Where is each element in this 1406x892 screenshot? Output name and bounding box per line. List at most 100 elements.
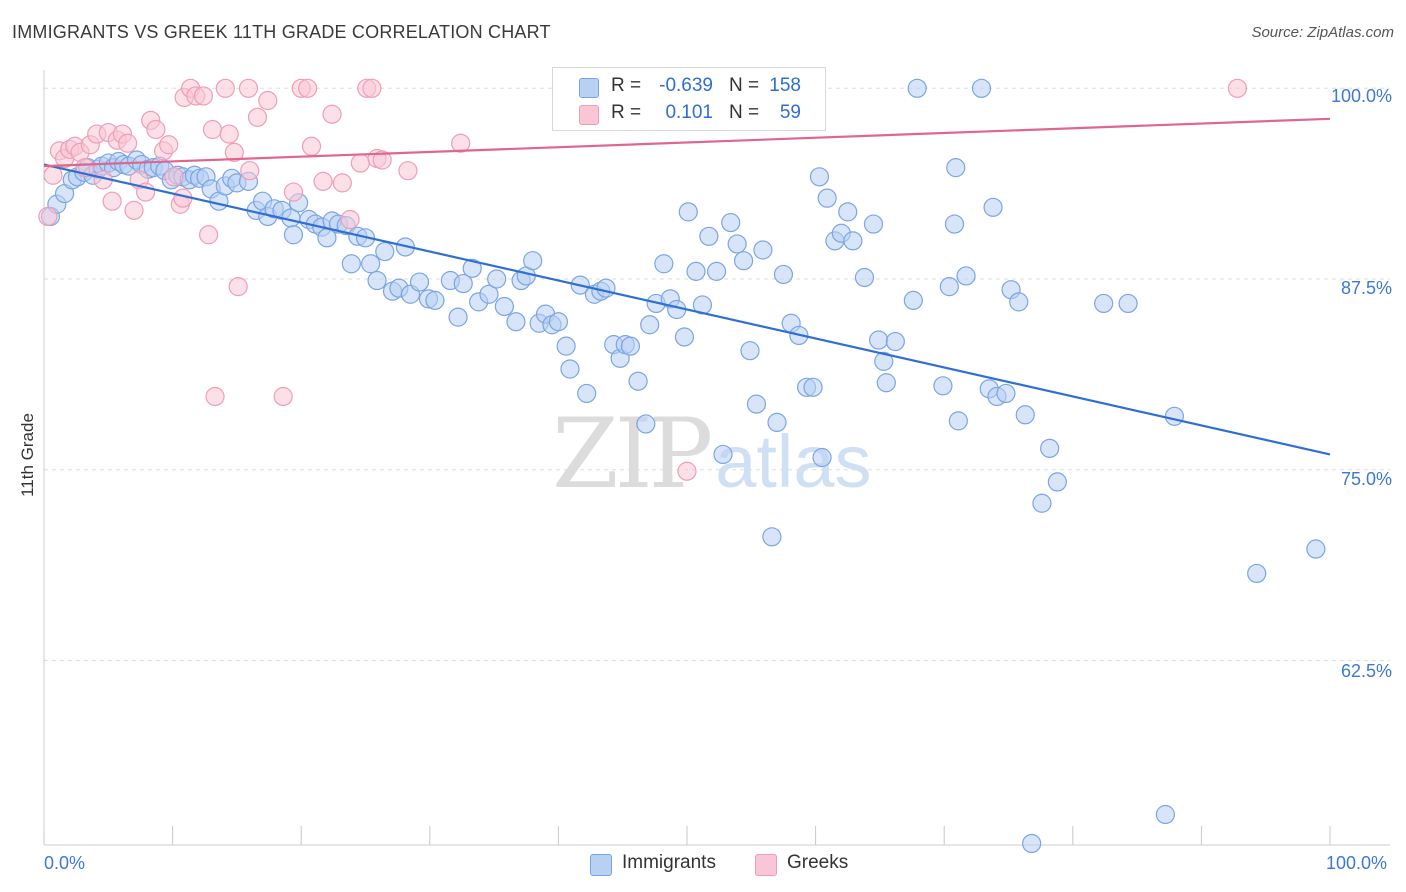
immigrants-point — [838, 202, 858, 222]
watermark: ZIPatlas — [552, 398, 872, 510]
immigrants-point — [817, 188, 837, 208]
greeks-point — [205, 386, 225, 407]
immigrants-point — [944, 214, 965, 234]
r-label: R = — [611, 75, 642, 96]
immigrants-point — [548, 312, 569, 332]
greeks-point — [258, 90, 278, 111]
immigrants-point — [448, 307, 468, 327]
immigrants-point — [699, 226, 719, 246]
greeks-point — [322, 104, 342, 124]
n-label: N = — [729, 102, 760, 123]
immigrants-legend-swatch — [590, 854, 612, 876]
greeks-point — [124, 200, 144, 220]
immigrants-point — [636, 414, 656, 434]
greeks-point — [362, 78, 382, 98]
immigrants-point — [740, 341, 760, 361]
immigrants-point — [854, 267, 875, 288]
watermark-atlas: atlas — [715, 420, 872, 503]
greeks-point — [240, 161, 260, 181]
immigrants-point — [1118, 293, 1138, 314]
immigrants-point — [640, 315, 660, 335]
n-label: N = — [729, 75, 760, 96]
greeks-point — [224, 142, 244, 162]
greeks-point — [193, 86, 214, 106]
immigrants-point — [996, 383, 1016, 404]
greeks-point — [313, 171, 333, 191]
immigrants-point — [1040, 438, 1060, 458]
immigrants-point — [560, 359, 580, 379]
immigrants-point — [361, 254, 381, 274]
greeks-point — [102, 191, 122, 211]
immigrants-point — [948, 411, 968, 431]
immigrants-point — [1032, 493, 1052, 513]
immigrants-point — [1164, 406, 1184, 426]
immigrants-trend-line — [43, 163, 1331, 456]
greeks-point — [283, 182, 304, 202]
immigrants-point — [773, 264, 794, 285]
greeks-swatch — [579, 105, 599, 125]
greeks-point — [215, 78, 235, 98]
immigrants-point — [596, 278, 616, 298]
greeks-legend-swatch — [755, 854, 777, 876]
immigrants-point — [762, 527, 782, 547]
immigrants-point — [487, 269, 507, 289]
immigrants-point — [686, 261, 706, 281]
x-axis-max-label: 100.0% — [1326, 853, 1388, 873]
y-tick-label: 75.0% — [1340, 469, 1392, 489]
immigrants-point — [983, 197, 1003, 217]
immigrants-point — [939, 277, 959, 297]
immigrants-point — [746, 394, 767, 414]
immigrants-point — [767, 412, 787, 433]
immigrants-point — [556, 336, 576, 356]
greeks-point — [677, 461, 697, 481]
r-value: -0.639 — [659, 75, 713, 96]
greeks-point — [199, 225, 219, 245]
greeks-point — [398, 161, 418, 181]
immigrants-point — [1094, 293, 1114, 314]
immigrants-point — [479, 284, 499, 304]
greeks-legend-label: Greeks — [787, 852, 849, 873]
immigrants-point — [721, 212, 741, 233]
immigrants-point — [1015, 405, 1035, 425]
immigrants-point — [628, 371, 648, 391]
greeks-trend-line — [43, 117, 1331, 168]
immigrants-point — [874, 351, 894, 371]
immigrants-point — [674, 327, 695, 347]
source-credit: Source: ZipAtlas.com — [1251, 24, 1394, 41]
y-tick-label: 62.5% — [1340, 661, 1392, 681]
immigrants-point — [812, 447, 832, 468]
greeks-point — [117, 133, 138, 153]
immigrants-point — [885, 331, 905, 352]
greeks-point — [202, 119, 223, 140]
immigrants-point — [375, 241, 395, 262]
immigrants-point — [876, 373, 896, 393]
greeks-point — [332, 173, 352, 193]
correlation-legend: R = -0.639 N = 158 R = 0.101 N = 59 — [552, 67, 826, 131]
greeks-point — [159, 135, 179, 155]
immigrants-point — [425, 290, 445, 310]
immigrants-point — [1247, 563, 1267, 584]
legend-row-immigrants: R = -0.639 N = 158 — [553, 73, 825, 101]
greeks-point — [340, 209, 360, 230]
greeks-point — [273, 386, 293, 407]
y-axis-label: 11th Grade — [18, 413, 37, 497]
immigrants-point — [523, 251, 543, 271]
chart-title: IMMIGRANTS VS GREEK 11TH GRADE CORRELATI… — [12, 22, 551, 42]
immigrants-point — [494, 296, 514, 317]
immigrants-point — [1306, 539, 1326, 559]
greeks-point — [301, 136, 322, 156]
immigrants-point — [956, 266, 976, 286]
immigrants-point — [1047, 472, 1067, 492]
greeks-point — [228, 277, 248, 297]
immigrants-point — [409, 272, 430, 292]
x-axis-min-label: 0.0% — [44, 853, 86, 873]
greeks-point — [350, 153, 370, 173]
immigrants-point — [506, 312, 526, 332]
greeks-point — [372, 150, 392, 170]
greeks-point — [298, 78, 318, 98]
greeks-point — [451, 133, 471, 153]
greeks-point — [1227, 78, 1248, 98]
r-label: R = — [611, 102, 642, 123]
greeks-point — [38, 206, 58, 227]
